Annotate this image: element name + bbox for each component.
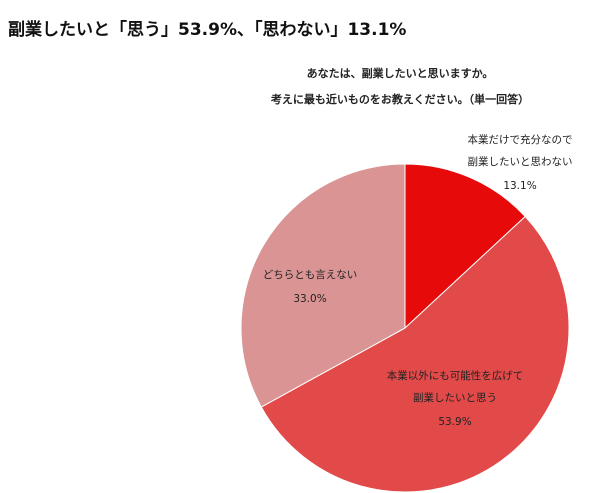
slice-label: 副業したいと思わない: [468, 155, 573, 168]
value-label: 53.9%: [438, 416, 471, 428]
chart-title: 考えに最も近いものをお教えください。（単一回答）: [271, 92, 529, 106]
value-label: 33.0%: [293, 293, 326, 305]
slice-label: 本業だけで充分なので: [468, 133, 573, 146]
pie-slice: [240, 163, 406, 408]
pie-slice: [404, 163, 526, 330]
pie-slice: [260, 215, 570, 493]
chart-title: あなたは、副業したいと思いますか。: [307, 66, 494, 80]
slice-label: 本業以外にも可能性を広げて: [387, 369, 524, 382]
slice-label: どちらとも言えない: [263, 268, 358, 281]
value-label: 13.1%: [503, 180, 536, 192]
headline: 副業したいと「思う」53.9%、「思わない」13.1%: [8, 19, 406, 40]
slice-label: 副業したいと思う: [413, 391, 497, 404]
